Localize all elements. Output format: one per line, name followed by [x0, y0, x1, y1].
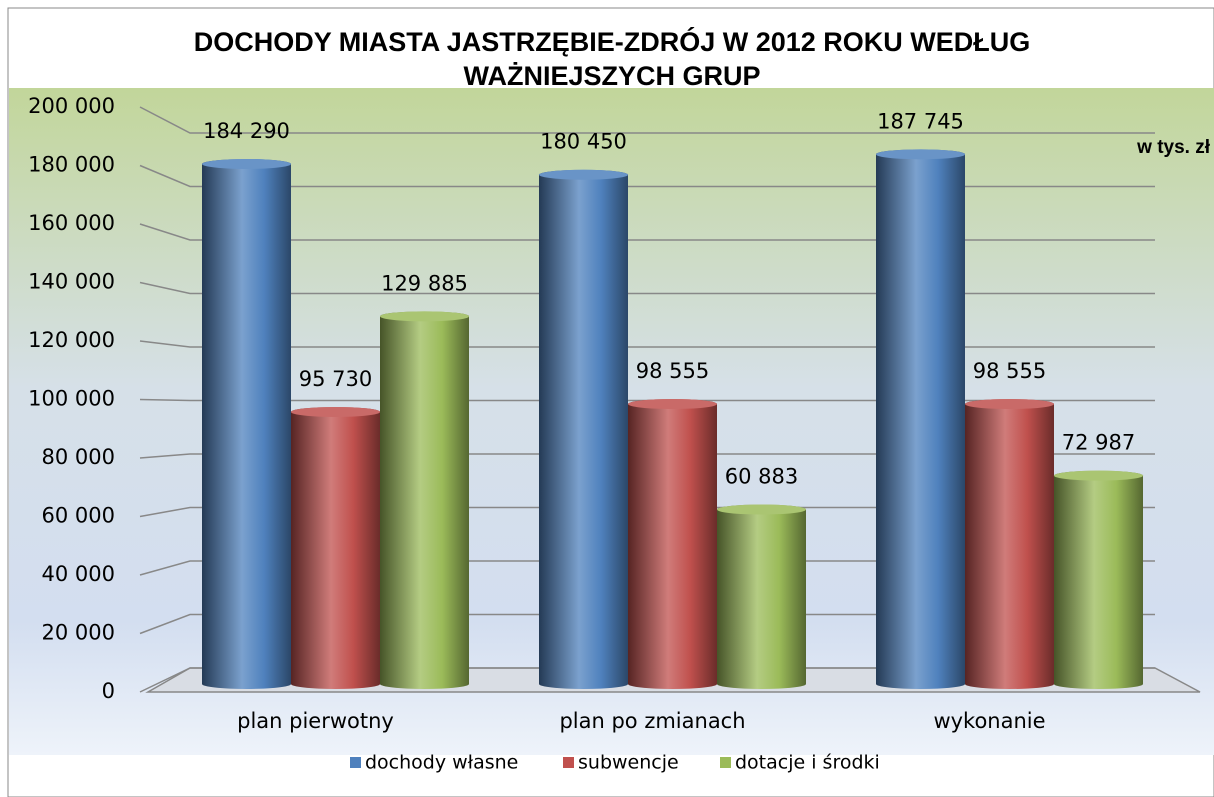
y-tick-label: 160 000 [28, 211, 115, 235]
legend-swatch [720, 757, 731, 768]
value-label: 184 290 [203, 119, 290, 143]
x-tick-label: plan po zmianach [559, 709, 745, 733]
bar [876, 149, 965, 690]
grid-line [139, 398, 1155, 402]
chart-title: WAŻNIEJSZYCH GRUP [463, 61, 760, 91]
grid-line [139, 164, 1155, 188]
bar [628, 399, 717, 689]
y-tick-label: 80 000 [42, 445, 115, 469]
value-label: 98 555 [973, 359, 1046, 383]
y-tick-label: 100 000 [28, 387, 115, 411]
y-tick-label: 140 000 [28, 270, 115, 294]
bar-top [1054, 470, 1143, 481]
grid-line [139, 506, 1155, 518]
y-tick-label: 120 000 [28, 328, 115, 352]
bar [539, 169, 628, 690]
grid-line [139, 281, 1155, 295]
bar [291, 406, 380, 689]
value-label: 180 450 [540, 130, 627, 154]
bar [1054, 470, 1143, 689]
value-label: 129 885 [381, 271, 468, 295]
bar-top [628, 399, 717, 410]
y-tick-label: 60 000 [42, 504, 115, 528]
bar [965, 399, 1054, 689]
bar [380, 311, 469, 689]
value-label: 72 987 [1062, 431, 1135, 455]
grid-line [139, 453, 1155, 459]
value-label: 60 883 [725, 465, 798, 489]
y-tick-label: 20 000 [42, 621, 115, 645]
bar [717, 504, 806, 689]
grid-line [139, 613, 1155, 635]
value-label: 95 730 [299, 367, 372, 391]
legend-label: subwencje [578, 752, 679, 774]
bar-top [202, 158, 291, 169]
y-tick-label: 40 000 [42, 562, 115, 586]
unit-annotation: w tys. zł [1136, 137, 1211, 158]
y-tick-label: 200 000 [28, 94, 115, 118]
legend-swatch [563, 757, 574, 768]
y-tick-label: 180 000 [28, 153, 115, 177]
bar-top [291, 406, 380, 417]
x-tick-label: plan pierwotny [237, 709, 394, 733]
x-tick-label: wykonanie [933, 709, 1045, 733]
grid-line [139, 223, 1155, 241]
value-label: 98 555 [636, 359, 709, 383]
bar-top [717, 504, 806, 515]
grid-line [139, 340, 1155, 348]
bar-top [965, 399, 1054, 410]
grid-line [139, 106, 1155, 134]
value-label: 187 745 [877, 109, 964, 133]
grid-line [139, 560, 1155, 576]
bar-top [539, 169, 628, 180]
legend-swatch [350, 757, 361, 768]
bar [202, 158, 291, 689]
y-tick-label: 0 [102, 679, 115, 703]
legend-label: dotacje i środki [735, 752, 880, 774]
bar-top [380, 311, 469, 322]
grid-line [139, 667, 1155, 693]
legend-label: dochody własne [365, 752, 518, 774]
bar-top [876, 149, 965, 160]
chart-title: DOCHODY MIASTA JASTRZĘBIE-ZDRÓJ W 2012 R… [194, 26, 1031, 57]
